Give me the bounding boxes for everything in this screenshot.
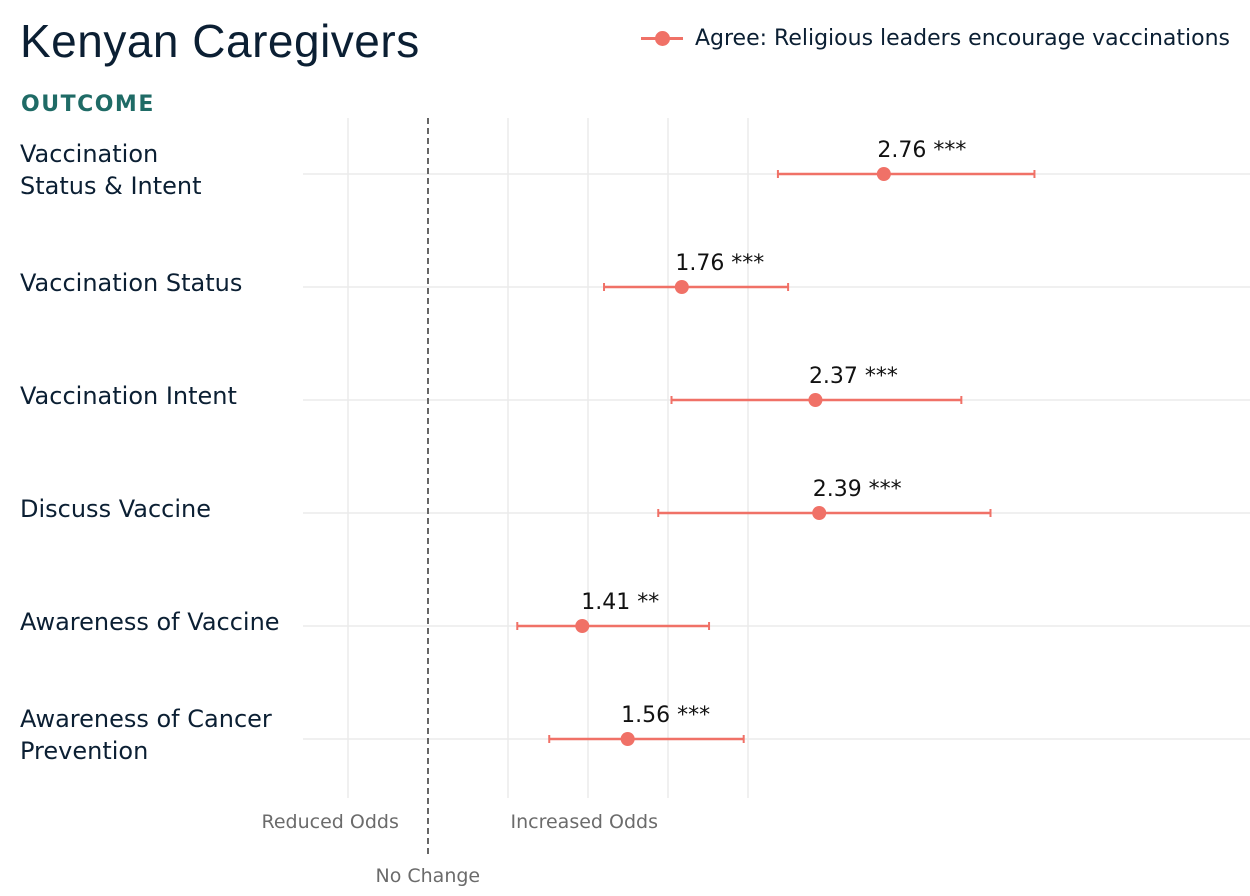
data-label: 2.37 *** [809, 364, 898, 389]
axis-label-no-change: No Change [375, 865, 481, 887]
estimate-point [575, 619, 590, 633]
row-label: Awareness of Cancer Prevention [20, 703, 272, 767]
row-label: Discuss Vaccine [20, 493, 211, 525]
estimate-point [620, 732, 635, 746]
row-label-line: Status & Intent [20, 172, 202, 200]
row-label: Vaccination Status [20, 267, 242, 299]
legend-marker [640, 31, 683, 46]
estimate-point [876, 167, 891, 181]
row-label-line: Vaccination Status [20, 269, 243, 297]
row-label-line: Discuss Vaccine [20, 495, 211, 523]
row-label-line: Vaccination [20, 140, 159, 168]
row-label: Awareness of Vaccine [20, 606, 280, 638]
row-label-line: Vaccination Intent [20, 382, 237, 410]
data-label: 1.41 ** [581, 590, 659, 615]
estimate-point [674, 280, 689, 294]
data-label: 2.39 *** [813, 477, 902, 502]
axis-label-increased: Increased Odds [510, 811, 658, 833]
row-label-line: Awareness of Cancer [20, 705, 272, 733]
legend-dot-icon [654, 31, 670, 46]
row-label: Vaccination Intent [20, 380, 237, 412]
axis-label-reduced: Reduced Odds [261, 811, 399, 833]
data-label: 2.76 *** [877, 138, 966, 163]
chart-title: Kenyan Caregivers [20, 15, 420, 67]
row-label-line: Prevention [20, 737, 149, 765]
estimate-point [808, 393, 823, 407]
row-label-line: Awareness of Vaccine [20, 608, 280, 636]
data-label: 1.76 *** [675, 251, 764, 276]
chart-subtitle: OUTCOME [21, 92, 155, 117]
estimate-point [812, 506, 827, 520]
legend-label: Agree: Religious leaders encourage vacci… [694, 26, 1230, 51]
row-label: Vaccination Status & Intent [20, 138, 202, 202]
data-label: 1.56 *** [621, 703, 710, 728]
legend: Agree: Religious leaders encourage vacci… [640, 26, 1230, 51]
